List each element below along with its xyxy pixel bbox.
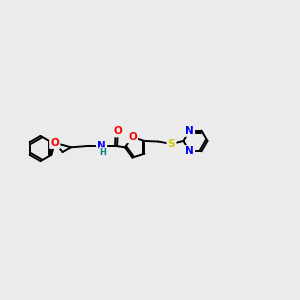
Text: S: S: [168, 139, 175, 149]
Text: N: N: [185, 126, 194, 136]
Text: O: O: [113, 126, 122, 136]
Text: N: N: [185, 146, 194, 156]
Text: O: O: [128, 132, 137, 142]
Text: H: H: [99, 148, 106, 157]
Text: O: O: [50, 138, 59, 148]
Text: N: N: [97, 141, 106, 151]
